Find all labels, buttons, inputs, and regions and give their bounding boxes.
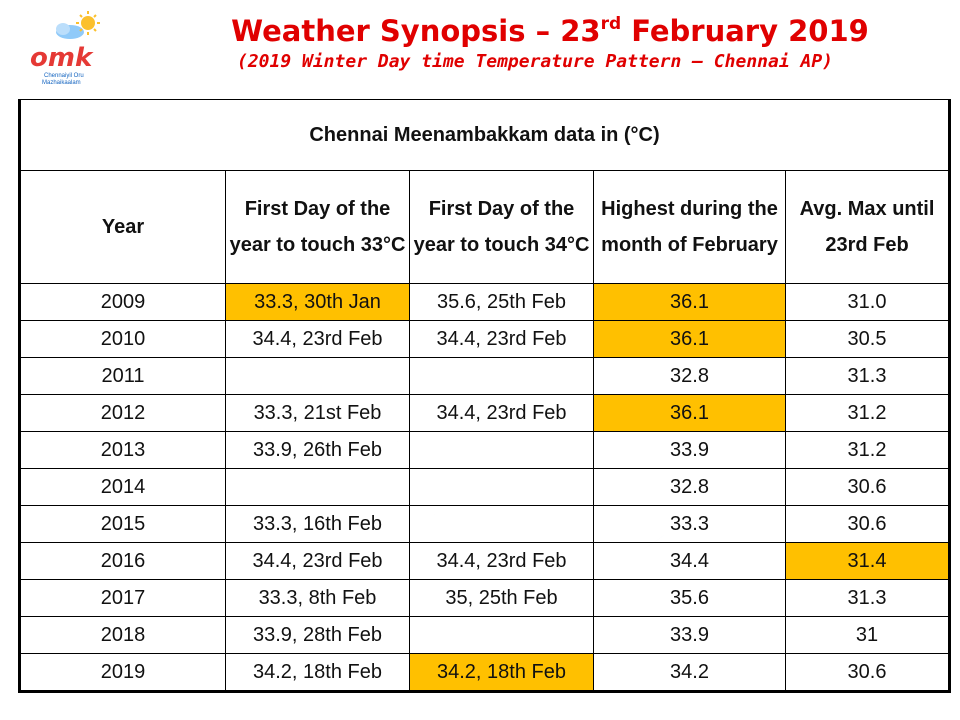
table-row: 2017 33.3, 8th Feb 35, 25th Feb 35.6 31.3 <box>19 579 951 617</box>
table-row: 2016 34.4, 23rd Feb 34.4, 23rd Feb 34.4 31.4 <box>19 542 951 580</box>
title-prefix: Weather Synopsis – 23 <box>231 14 601 48</box>
table-row: 2011 32.8 31.3 <box>19 357 951 395</box>
page-title: Weather Synopsis – 23rd February 2019 <box>150 12 950 50</box>
table-row: 2019 34.2, 18th Feb 34.2, 18th Feb 34.2 30.6 <box>19 653 951 692</box>
sun-icon <box>76 11 100 35</box>
table-row: 2013 33.9, 26th Feb 33.9 31.2 <box>19 431 951 469</box>
table-row: 2010 34.4, 23rd Feb 34.4, 23rd Feb 36.1 30.5 <box>19 320 951 358</box>
header-avg-max: Avg. Max until 23rd Feb <box>784 170 951 284</box>
table-header-row: Year First Day of the year to touch 33°C … <box>19 170 951 284</box>
omk-logo: omk Chennaiyil Oru Mazhaikaalam <box>30 11 100 86</box>
table-row: 2009 33.3, 30th Jan 35.6, 25th Feb 36.1 31.0 <box>19 283 951 321</box>
table-row: 2015 33.3, 16th Feb 33.3 30.6 <box>19 505 951 543</box>
table-caption: Chennai Meenambakkam data in (°C) <box>18 99 951 171</box>
cloud-icon <box>56 23 84 39</box>
logo-subtext-1: Chennaiyil Oru <box>44 73 84 79</box>
header-highest: Highest during the month of February <box>593 170 786 284</box>
table-row: 2018 33.9, 28th Feb 33.9 31 <box>19 616 951 654</box>
weather-table: Chennai Meenambakkam data in (°C) Year F… <box>18 99 952 693</box>
logo-text: omk <box>30 43 94 73</box>
header-first-34: First Day of the year to touch 34°C <box>409 170 594 284</box>
table-caption-row: Chennai Meenambakkam data in (°C) <box>18 99 951 171</box>
table-row: 2014 32.8 30.6 <box>19 468 951 506</box>
title-suffix: February 2019 <box>621 14 869 48</box>
title-suffix-sup: rd <box>600 14 622 34</box>
header-year: Year <box>19 170 226 284</box>
table-row: 2012 33.3, 21st Feb 34.4, 23rd Feb 36.1 31.2 <box>19 394 951 432</box>
logo-subtext-2: Mazhaikaalam <box>42 80 81 86</box>
header-first-33: First Day of the year to touch 33°C <box>225 170 410 284</box>
page-subtitle: (2019 Winter Day time Temperature Patter… <box>236 51 834 72</box>
